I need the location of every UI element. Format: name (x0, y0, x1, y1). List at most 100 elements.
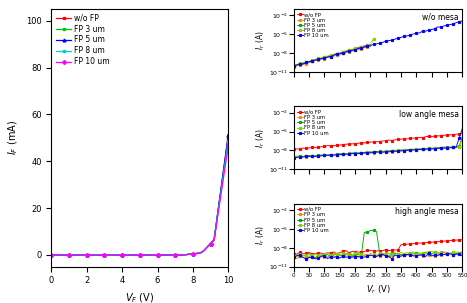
X-axis label: $V_r$ (V): $V_r$ (V) (366, 283, 390, 296)
FP 5 um (352, 48, 358, 51)
FP 3 um (395, 149, 401, 153)
FP 3 um (359, 47, 364, 51)
w/o FP (312, 58, 318, 62)
FP 5 um (294, 63, 300, 67)
FP 5 um (297, 62, 303, 66)
FP 5 um (340, 51, 346, 55)
FP 10 um (352, 48, 358, 52)
FP 3 um (340, 52, 346, 55)
FP 5 um (460, 135, 465, 139)
FP 8 um (340, 50, 346, 54)
FP 8 um (294, 155, 300, 159)
FP 8 um (429, 250, 434, 253)
w/o FP (310, 59, 315, 62)
FP 5 um (349, 48, 355, 52)
FP 5 um (222, 159, 227, 163)
FP 3 um (300, 63, 306, 66)
FP 10 um (294, 155, 300, 159)
Y-axis label: $I_r$ (A): $I_r$ (A) (255, 31, 268, 50)
FP 3 um (361, 46, 367, 49)
w/o FP (294, 252, 300, 256)
FP 8 um (325, 54, 330, 58)
FP 3 um (460, 252, 465, 256)
FP 3 um (318, 57, 324, 61)
FP 8 um (404, 251, 410, 255)
FP 3 um (304, 62, 309, 66)
Line: FP 5 um: FP 5 um (293, 229, 463, 259)
w/o FP (460, 132, 465, 135)
FP 10 um (165, 253, 171, 257)
FP 5 um (352, 151, 358, 155)
FP 3 um (337, 53, 343, 56)
FP 8 um (346, 48, 352, 52)
FP 8 um (306, 59, 312, 63)
w/o FP (165, 253, 171, 257)
w/o FP (297, 250, 303, 254)
Line: w/o FP: w/o FP (293, 132, 463, 150)
FP 10 um (386, 39, 392, 42)
FP 5 um (355, 47, 361, 51)
FP 5 um (392, 251, 398, 255)
Legend: w/o FP, FP 3 um, FP 5 um, FP 8 um, FP 10 um: w/o FP, FP 3 um, FP 5 um, FP 8 um, FP 10… (297, 206, 330, 234)
w/o FP (294, 64, 300, 67)
FP 8 um (365, 43, 370, 47)
w/o FP (398, 243, 404, 246)
FP 3 um (294, 257, 300, 260)
FP 10 um (291, 64, 297, 68)
w/o FP (176, 253, 182, 257)
Line: FP 10 um: FP 10 um (293, 20, 463, 67)
FP 5 um (401, 148, 407, 152)
FP 5 um (165, 253, 171, 257)
w/o FP (355, 250, 361, 254)
Line: FP 8 um: FP 8 um (50, 139, 230, 256)
FP 5 um (49, 253, 54, 257)
Line: FP 8 um: FP 8 um (293, 136, 463, 158)
FP 8 um (291, 255, 297, 258)
FP 3 um (316, 58, 321, 62)
FP 10 um (460, 254, 465, 258)
FP 3 um (420, 147, 425, 151)
Line: FP 3 um: FP 3 um (293, 136, 463, 158)
Text: high angle mesa: high angle mesa (395, 207, 459, 216)
FP 8 um (334, 52, 340, 56)
w/o FP (365, 43, 370, 47)
FP 3 um (355, 48, 361, 52)
FP 3 um (334, 53, 340, 57)
FP 10 um (355, 255, 361, 258)
FP 3 um (310, 59, 315, 63)
FP 8 um (165, 253, 171, 257)
FP 3 um (176, 253, 182, 257)
FP 5 um (312, 256, 318, 260)
FP 5 um (87, 253, 93, 257)
FP 10 um (291, 156, 297, 159)
FP 5 um (361, 45, 367, 49)
FP 5 um (291, 64, 297, 68)
Y-axis label: $I_r$ (A): $I_r$ (A) (255, 225, 268, 245)
FP 5 um (291, 155, 297, 158)
FP 8 um (294, 253, 300, 257)
w/o FP (389, 248, 395, 252)
FP 8 um (423, 251, 428, 255)
FP 8 um (291, 63, 297, 67)
FP 3 um (165, 253, 171, 257)
Line: FP 3 um: FP 3 um (293, 251, 463, 259)
FP 8 um (105, 253, 111, 257)
w/o FP (328, 54, 333, 58)
FP 3 um (398, 253, 404, 257)
FP 5 um (334, 52, 340, 56)
Y-axis label: $I_F$ (mA): $I_F$ (mA) (7, 120, 21, 155)
w/o FP (322, 55, 327, 59)
w/o FP (361, 44, 367, 48)
Legend: w/o FP, FP 3 um, FP 5 um, FP 8 um, FP 10 um: w/o FP, FP 3 um, FP 5 um, FP 8 um, FP 10… (297, 109, 330, 136)
w/o FP (349, 48, 355, 51)
FP 5 um (294, 254, 300, 258)
FP 3 um (322, 57, 327, 61)
FP 5 um (176, 253, 182, 257)
FP 8 um (337, 51, 343, 54)
FP 10 um (294, 63, 300, 67)
FP 8 um (310, 58, 315, 62)
FP 3 um (291, 155, 297, 159)
FP 8 um (352, 152, 358, 155)
FP 8 um (300, 61, 306, 65)
Line: FP 8 um: FP 8 um (293, 251, 463, 258)
